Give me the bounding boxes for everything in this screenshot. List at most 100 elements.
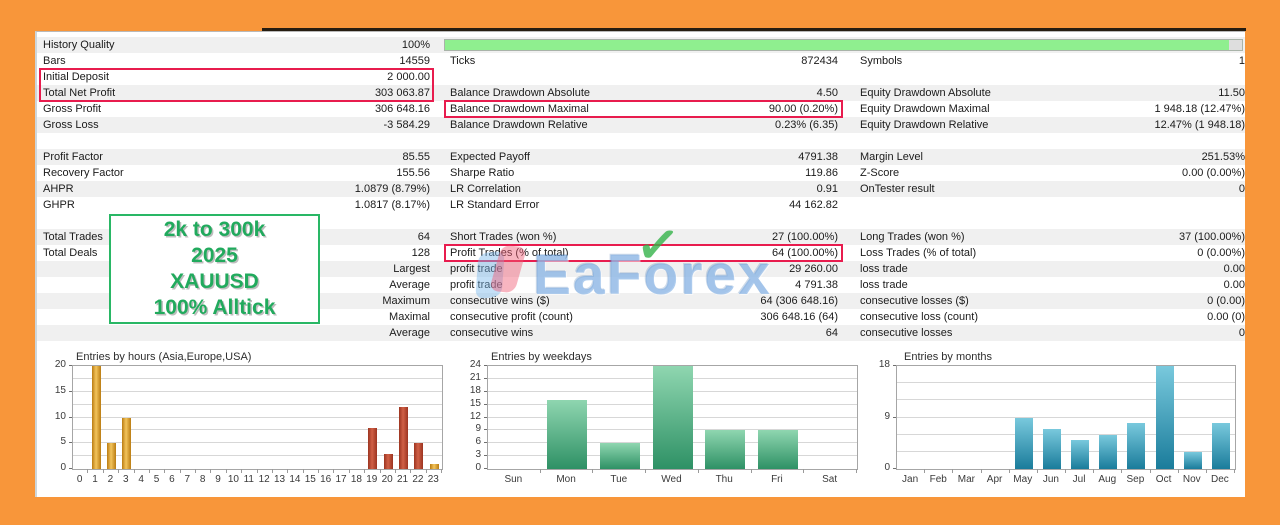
- x-axis-tick-label: 18: [350, 474, 362, 485]
- chart-bar: [547, 400, 588, 469]
- y-axis-tick: [484, 377, 487, 379]
- y-axis-tick: [893, 416, 896, 418]
- chart-bar: [1155, 366, 1174, 469]
- stat-label: Total Trades: [43, 231, 103, 243]
- x-axis-tick: [1234, 469, 1235, 473]
- stat-label: consecutive wins ($): [450, 295, 550, 307]
- x-axis-tick: [980, 469, 982, 473]
- x-axis-tick: [394, 469, 396, 473]
- gridline: [897, 433, 1235, 435]
- stat-label: Long Trades (won %): [860, 231, 965, 243]
- stamp-line-3: XAUUSD: [170, 270, 259, 293]
- stat-row: Maximum consecutive wins ($) 64 (306 648.1…: [37, 293, 1245, 309]
- x-axis-tick-label: Fri: [771, 474, 783, 485]
- stat-gap: [838, 85, 860, 101]
- x-axis-tick-label: 20: [381, 474, 393, 485]
- y-axis-tick-label: 15: [469, 397, 481, 409]
- stat-label: Loss Trades (% of total): [860, 247, 977, 259]
- stat-label: Sharpe Ratio: [450, 167, 515, 179]
- x-axis-tick: [271, 469, 273, 473]
- y-axis-tick-label: 0: [475, 462, 481, 473]
- y-axis-tick: [484, 403, 487, 405]
- stat-label: consecutive losses: [860, 327, 953, 339]
- x-axis-tick: [1149, 469, 1151, 473]
- x-axis-tick: [287, 469, 289, 473]
- chart-title: Entries by hours (Asia,Europe,USA): [76, 351, 252, 363]
- stat-value: 11.50: [1218, 87, 1245, 99]
- stat-label: AHPR: [43, 183, 74, 195]
- chart-bar: [599, 443, 640, 469]
- stat-value: [1090, 197, 1245, 213]
- stat-label: consecutive profit (count): [450, 311, 573, 323]
- stat-value: 12.47% (1 948.18): [1154, 119, 1245, 131]
- gridline: [897, 399, 1235, 401]
- y-axis-tick: [69, 416, 72, 418]
- chart-bar: [122, 417, 132, 469]
- stat-value: 27 (100.00%): [771, 231, 838, 243]
- stat-row: Gross Profit 306 648.16 Balance Drawdown M…: [37, 101, 1245, 117]
- stat-value: 85.55: [402, 151, 430, 163]
- x-axis-tick: [1036, 469, 1038, 473]
- stat-gap: [838, 53, 860, 69]
- stat-gap: [430, 69, 450, 85]
- stat-label: LR Correlation: [450, 183, 521, 195]
- chart-bar: [1127, 423, 1146, 469]
- report-panel: History Quality 100% Bars 14559 Ticks 872434 S…: [35, 31, 1245, 497]
- stat-label: loss trade: [860, 279, 908, 291]
- stat-value: 4791.38: [798, 151, 838, 163]
- stat-label: Balance Drawdown Maximal: [450, 103, 589, 115]
- x-axis-tick-label: 13: [274, 474, 286, 485]
- x-axis-tick: [1205, 469, 1207, 473]
- stat-label: Balance Drawdown Relative: [450, 119, 588, 131]
- x-axis-tick: [410, 469, 412, 473]
- stat-value: 100%: [401, 39, 430, 51]
- stat-value: 0: [1238, 327, 1245, 339]
- stat-label: Expected Payoff: [450, 151, 530, 163]
- stat-label: Gross Loss: [43, 119, 99, 131]
- stat-label: [450, 69, 680, 85]
- stat-row: Profit Factor 85.55 Expected Payoff 4791.38…: [37, 149, 1245, 165]
- stat-gap: [838, 277, 860, 293]
- x-axis-tick: [441, 469, 442, 473]
- x-axis-tick-label: Tue: [610, 474, 628, 485]
- stat-label: Initial Deposit: [43, 71, 110, 83]
- stat-label: OnTester result: [860, 183, 935, 195]
- chart-title: Entries by months: [904, 351, 993, 363]
- y-axis-tick: [893, 365, 896, 366]
- window-top-edge: [262, 28, 1246, 31]
- x-axis-tick-label: 8: [199, 474, 206, 485]
- chart-bar: [1014, 417, 1033, 469]
- x-axis-tick-label: Jul: [1072, 474, 1086, 485]
- x-axis-tick: [697, 469, 699, 473]
- stat-value: Average: [389, 279, 430, 291]
- stat-value: Maximum: [382, 295, 430, 307]
- stamp-line-2: 2025: [191, 244, 238, 267]
- stat-value: 0.00 (0): [1207, 311, 1245, 323]
- stat-label: Equity Drawdown Maximal: [860, 103, 990, 115]
- stat-value: Maximal: [389, 311, 430, 323]
- y-axis-tick-label: 6: [475, 436, 481, 448]
- stat-row: Gross Loss -3 584.29 Balance Drawdown Rela…: [37, 117, 1245, 133]
- x-axis-tick-label: May: [1013, 474, 1033, 485]
- x-axis-tick-label: Mon: [556, 474, 576, 485]
- stat-gap: [430, 53, 450, 69]
- stat-label: Ticks: [450, 55, 476, 67]
- stat-value: 306 648.16 (64): [760, 311, 838, 323]
- stat-row-blank: [37, 133, 1245, 149]
- chart-plot-area: [896, 365, 1236, 470]
- stat-gap: [838, 101, 860, 117]
- x-axis-tick-label: Wed: [661, 474, 682, 485]
- stat-row: Total Net Profit 303 063.87 Balance Drawdo…: [37, 85, 1245, 101]
- stat-label: Profit Factor: [43, 151, 103, 163]
- x-axis-tick-label: 4: [138, 474, 144, 485]
- stat-gap: [430, 197, 450, 213]
- y-axis-tick: [484, 365, 487, 366]
- stamp-line-4: 100% Alltick: [153, 296, 276, 319]
- y-axis-tick-label: 15: [54, 384, 66, 396]
- stat-value: 0 (0.00%): [1197, 247, 1245, 259]
- stat-value: 306 648.16: [374, 103, 430, 115]
- stat-gap: [838, 69, 860, 85]
- x-axis-tick-label: 17: [335, 474, 347, 485]
- gridline: [73, 442, 442, 444]
- stat-value: 64 (100.00%): [771, 247, 838, 259]
